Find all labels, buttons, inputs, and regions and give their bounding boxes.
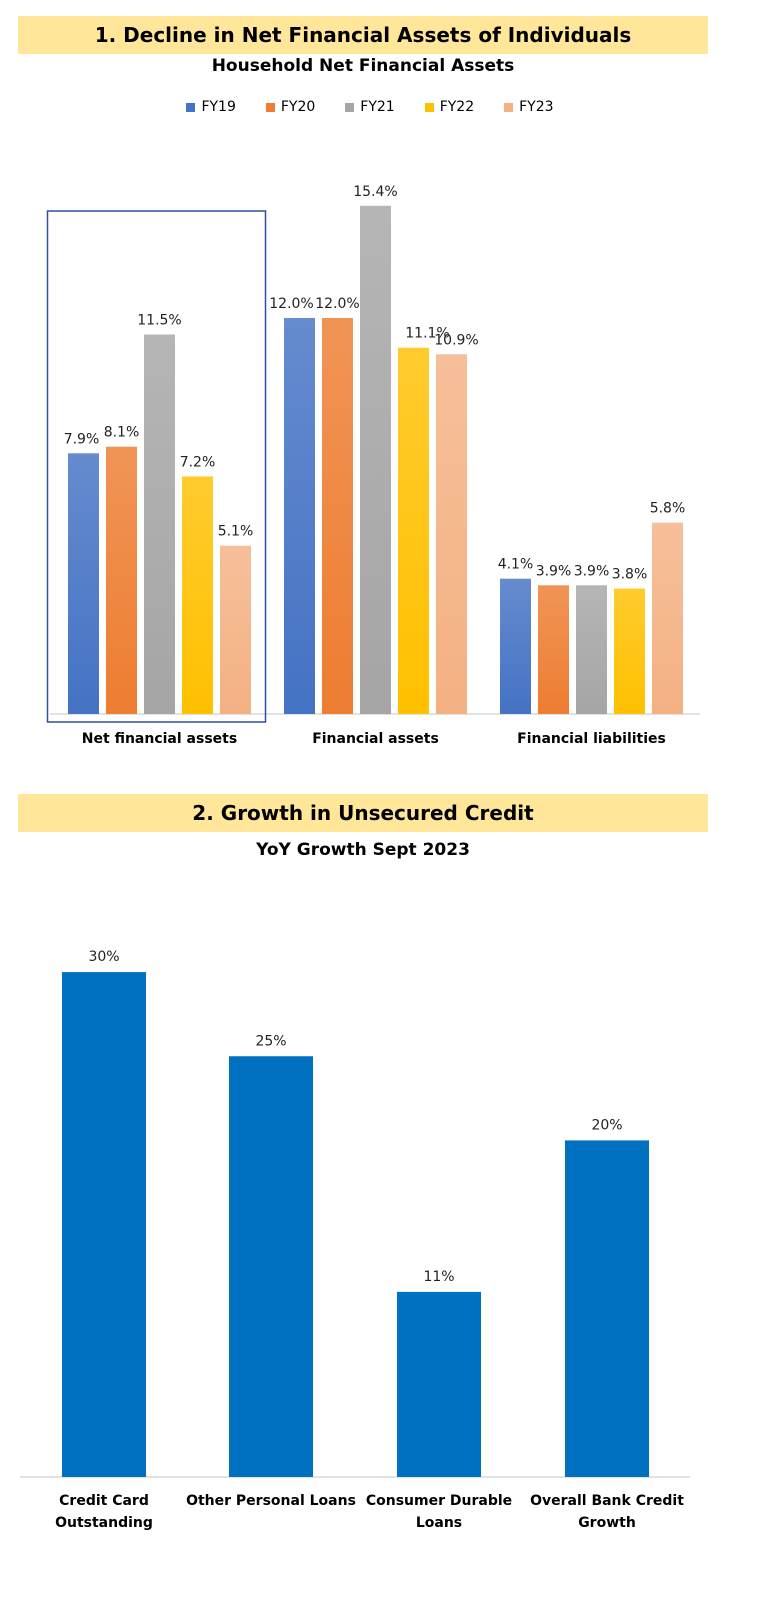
bar-financial-liabilities-fy19 [500, 578, 531, 714]
legend-item-fy21: FY21 [345, 99, 395, 115]
bar-financial-liabilities-fy22 [614, 588, 645, 714]
bar-credit-card-outstanding [62, 972, 146, 1477]
data-label-net-financial-assets-fy19: 7.9% [64, 431, 100, 447]
section2-banner: 2. Growth in Unsecured Credit [18, 794, 708, 832]
highlight-box [46, 210, 267, 723]
category-label-other-personal-loans: Other Personal Loans [186, 1493, 356, 1509]
legend-item-fy23: FY23 [504, 99, 554, 115]
legend-label-fy22: FY22 [439, 99, 475, 115]
data-label-net-financial-assets-fy23: 5.1% [218, 524, 254, 540]
bar-consumer-durable-loans [397, 1291, 481, 1477]
legend-swatch-fy20 [265, 102, 275, 112]
data-label-financial-liabilities-fy19: 4.1% [498, 557, 534, 573]
bar-financial-liabilities-fy20 [538, 585, 569, 714]
legend-label-fy21: FY21 [360, 99, 395, 115]
bar-financial-assets-fy19 [284, 318, 315, 714]
data-label-overall-bank-credit-growth: 20% [591, 1117, 622, 1133]
chart2-plot: 30% Credit Card Outstanding 25% Other Person… [20, 949, 690, 1531]
legend-label-fy19: FY19 [201, 99, 236, 115]
legend-swatch-fy21 [345, 102, 355, 112]
bar-net-financial-assets-fy22 [182, 476, 213, 714]
bar-net-financial-assets-fy23 [220, 545, 251, 714]
data-label-net-financial-assets-fy21: 11.5% [137, 313, 181, 329]
data-label-net-financial-assets-fy20: 8.1% [104, 425, 140, 441]
data-label-financial-assets-fy21: 15.4% [353, 184, 397, 200]
category-label-credit-card-outstanding-line2: Outstanding [55, 1515, 153, 1531]
bar-financial-assets-fy22 [398, 347, 429, 714]
bar-net-financial-assets-fy20 [106, 446, 137, 714]
chart2-title: YoY Growth Sept 2023 [256, 840, 470, 860]
chart1-plot: 7.9% 8.1% 11.5% 7.2% 5.1% Net financial asset… [46, 184, 700, 747]
legend-swatch-fy23 [504, 102, 514, 112]
data-label-financial-assets-fy19: 12.0% [269, 296, 313, 312]
legend-item-fy19: FY19 [186, 99, 236, 115]
category-label-financial-assets: Financial assets [312, 731, 439, 747]
section1-banner: 1. Decline in Net Financial Assets of In… [18, 16, 708, 54]
bar-financial-liabilities-fy21 [576, 585, 607, 714]
category-label-net-financial-assets: Net financial assets [82, 731, 237, 747]
bar-other-personal-loans [229, 1056, 313, 1477]
data-label-financial-liabilities-fy22: 3.8% [612, 567, 648, 583]
bar-financial-assets-fy21 [360, 205, 391, 715]
data-label-financial-assets-fy23: 10.9% [434, 332, 478, 348]
legend-swatch-fy19 [186, 102, 196, 112]
data-label-financial-assets-fy22: 11.1% [405, 326, 449, 342]
data-label-other-personal-loans: 25% [255, 1033, 286, 1049]
legend-item-fy22: FY22 [424, 99, 475, 115]
category-label-consumer-durable-loans-line1: Consumer Durable [366, 1493, 512, 1509]
data-label-net-financial-assets-fy22: 7.2% [180, 454, 216, 470]
bar-financial-assets-fy23 [436, 354, 467, 714]
category-label-consumer-durable-loans-line2: Loans [416, 1515, 462, 1531]
bar-net-financial-assets-fy21 [144, 334, 175, 714]
bar-financial-assets-fy20 [322, 318, 353, 714]
data-label-financial-liabilities-fy21: 3.9% [574, 563, 610, 579]
data-label-financial-liabilities-fy20: 3.9% [536, 563, 572, 579]
data-label-consumer-durable-loans: 11% [423, 1269, 454, 1285]
bar-financial-liabilities-fy23 [652, 522, 683, 714]
legend-label-fy23: FY23 [519, 99, 554, 115]
bar-net-financial-assets-fy19 [68, 453, 99, 714]
category-label-credit-card-outstanding-line1: Credit Card [59, 1493, 149, 1509]
legend-swatch-fy22 [424, 102, 434, 112]
data-label-financial-liabilities-fy23: 5.8% [650, 501, 686, 517]
category-label-overall-bank-credit-growth-line1: Overall Bank Credit [530, 1493, 684, 1509]
chart1-legend: FY19 FY20 FY21 FY22 FY23 [0, 99, 740, 115]
bar-overall-bank-credit-growth [565, 1140, 649, 1477]
legend-item-fy20: FY20 [265, 99, 316, 115]
data-label-credit-card-outstanding: 30% [88, 949, 119, 965]
category-label-overall-bank-credit-growth-line2: Growth [578, 1515, 636, 1531]
category-label-financial-liabilities: Financial liabilities [517, 731, 666, 747]
chart1-title: Household Net Financial Assets [211, 56, 515, 76]
data-label-financial-assets-fy20: 12.0% [315, 296, 359, 312]
legend-label-fy20: FY20 [280, 99, 316, 115]
